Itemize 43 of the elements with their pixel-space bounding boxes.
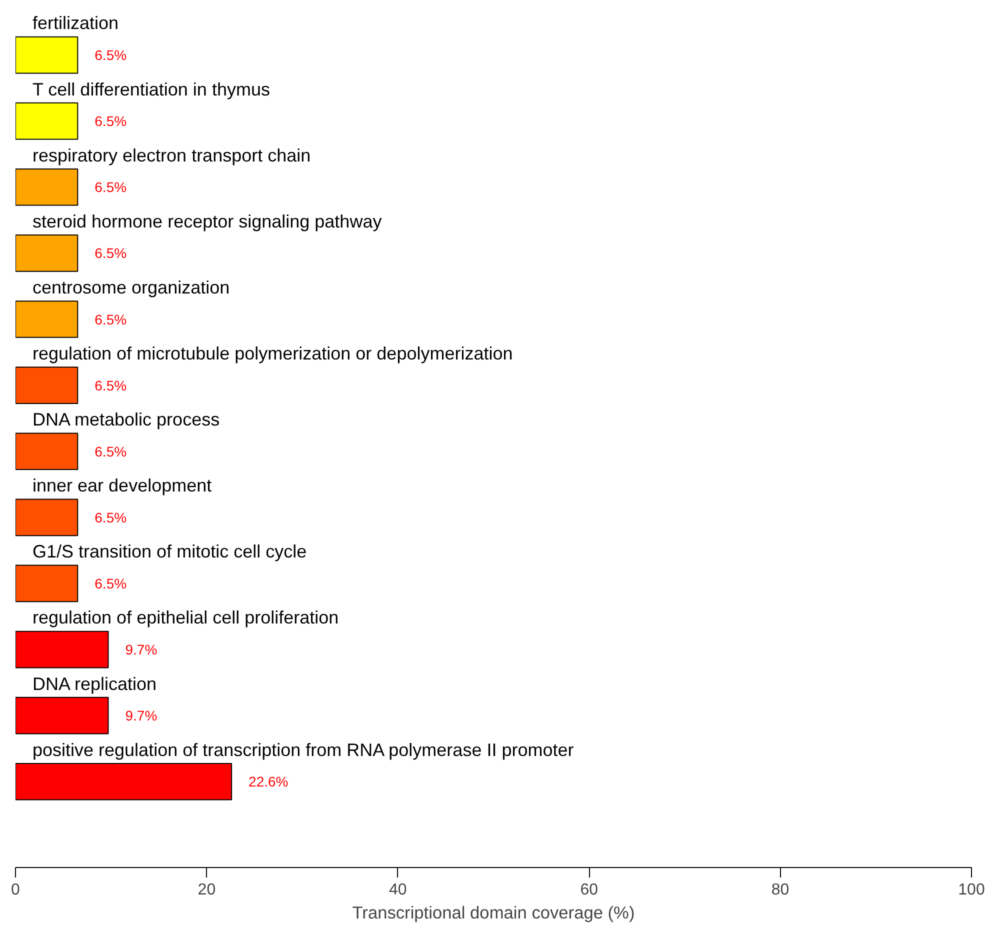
bar [16, 234, 78, 272]
x-tick-label: 80 [771, 882, 790, 898]
y-tick-label: regulation of epithelial cell proliferation [32, 608, 339, 628]
y-tick-label: DNA metabolic process [32, 410, 220, 430]
data-label: 6.5% [94, 509, 127, 526]
bar [16, 762, 232, 800]
data-label: 6.5% [94, 575, 127, 592]
x-tick-label: 60 [580, 882, 598, 898]
y-tick-label: centrosome organization [32, 277, 230, 298]
x-tick-label: 100 [958, 882, 985, 898]
bar [16, 630, 109, 668]
bar [16, 696, 109, 734]
y-tick-label: respiratory electron transport chain [32, 145, 311, 166]
data-label: 22.6% [248, 774, 288, 790]
bar [16, 432, 78, 470]
data-label: 6.5% [94, 179, 127, 196]
y-tick-label: T cell differentiation in thymus [32, 79, 270, 100]
x-tick-label: 0 [11, 882, 20, 898]
data-label: 6.5% [94, 377, 127, 394]
bar [16, 366, 78, 404]
x-tick-label: 40 [389, 882, 407, 898]
y-tick-label: fertilization [32, 13, 119, 34]
y-tick-label: DNA replication [32, 674, 157, 694]
data-label: 6.5% [94, 311, 127, 328]
y-tick-label: G1/S transition of mitotic cell cycle [32, 542, 307, 562]
bar [16, 102, 78, 140]
y-tick-label: inner ear development [32, 476, 212, 496]
bar [16, 498, 78, 536]
data-label: 9.7% [125, 642, 158, 658]
data-label: 6.5% [94, 245, 127, 262]
y-tick-label: steroid hormone receptor signaling pathway [32, 211, 382, 232]
bar [16, 168, 78, 206]
data-label: 6.5% [94, 443, 127, 460]
x-axis-title: Transcriptional domain coverage (%) [352, 902, 635, 922]
data-label: 6.5% [94, 47, 127, 64]
y-tick-label: regulation of microtubule polymerization or depolymerization [32, 344, 513, 364]
y-tick-label: positive regulation of transcription from RNA polymerase II promoter [32, 740, 574, 760]
data-label: 9.7% [125, 708, 158, 724]
bar [16, 36, 78, 74]
x-tick-label: 20 [198, 882, 216, 898]
data-label: 6.5% [94, 113, 127, 130]
bar [16, 300, 78, 338]
bar [16, 564, 78, 602]
